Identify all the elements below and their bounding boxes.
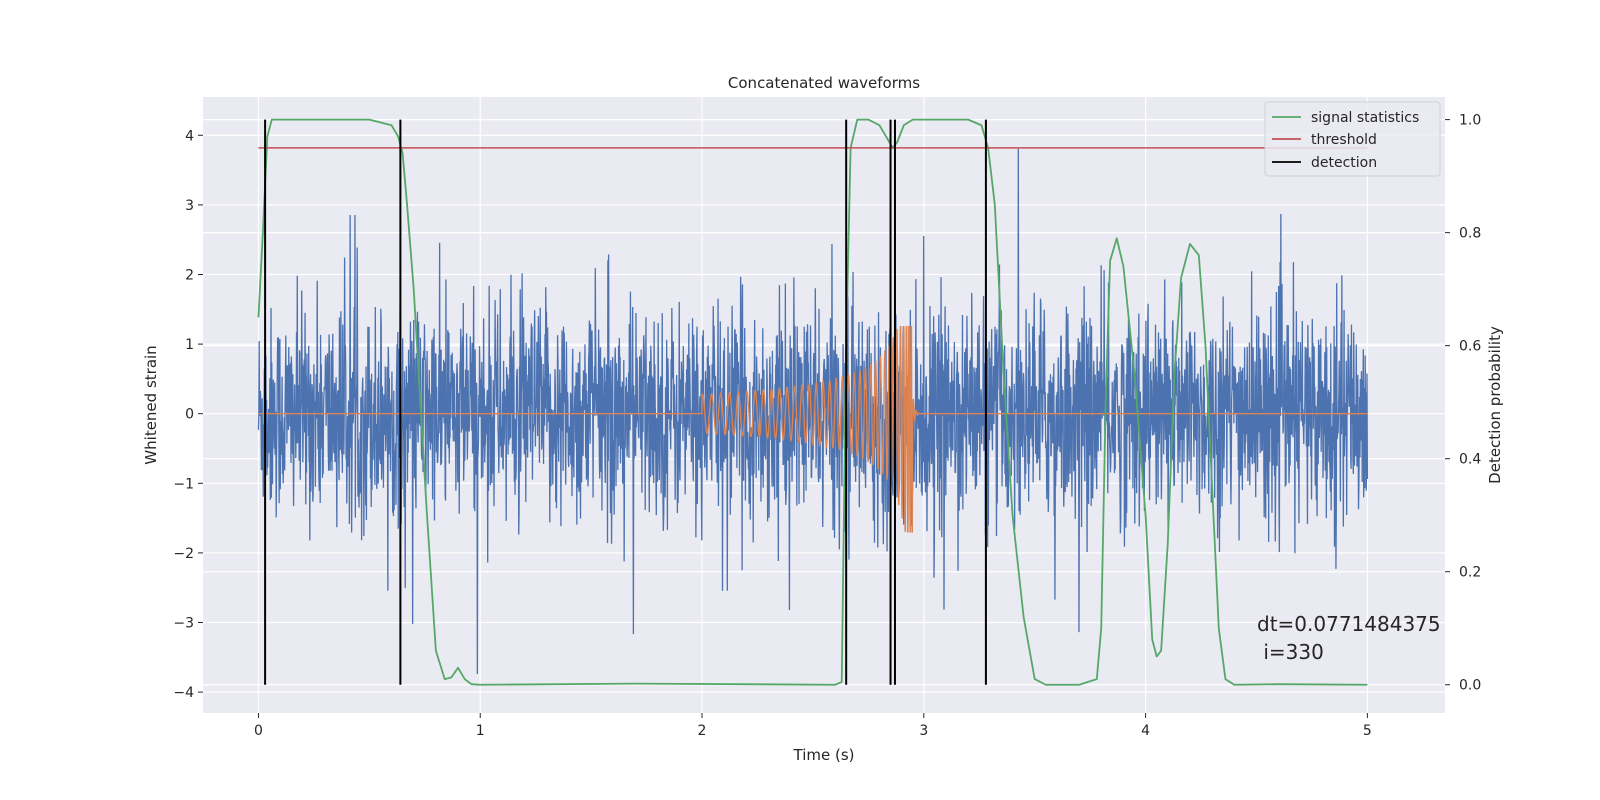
plot-content <box>257 118 1369 686</box>
legend-label-threshold: threshold <box>1311 132 1377 148</box>
chart-title: Concatenated waveforms <box>728 74 920 92</box>
x-tick-label: 2 <box>698 723 707 739</box>
template-line <box>258 326 1368 533</box>
axis-ticks: 0 1 2 3 4 5 −4 −3 −2 −1 0 1 2 3 4 0.0 0.2 0.4 0.6 0.8 1.0 <box>173 113 1481 739</box>
y-tick-label: 2 <box>185 267 194 283</box>
y2-tick-label: 1.0 <box>1459 113 1481 129</box>
signal-statistics-layer <box>257 118 1368 686</box>
x-tick-label: 3 <box>919 723 928 739</box>
legend-label-detection: detection <box>1311 155 1377 171</box>
x-tick-label: 1 <box>476 723 485 739</box>
y2-tick-label: 0.6 <box>1459 339 1481 355</box>
annotation-i: i=330 <box>1257 640 1324 664</box>
y2-tick-label: 0.2 <box>1459 565 1481 581</box>
strain-line <box>257 148 1369 675</box>
y-tick-label: 4 <box>185 128 194 144</box>
signal-statistics-line <box>257 118 1368 686</box>
y-tick-label: −4 <box>173 685 194 701</box>
y-axis-label: Whitened strain <box>142 345 160 464</box>
x-tick-label: 5 <box>1363 723 1372 739</box>
x-tick-label: 4 <box>1141 723 1150 739</box>
y-tick-label: 3 <box>185 198 194 214</box>
y2-tick-label: 0.8 <box>1459 226 1481 242</box>
y2-tick-label: 0.4 <box>1459 452 1481 468</box>
legend-label-signal-statistics: signal statistics <box>1311 110 1419 126</box>
template-waveform-series <box>258 326 1368 533</box>
legend-box <box>1264 101 1441 177</box>
y2-tick-label: 0.0 <box>1459 678 1481 694</box>
y-tick-label: −1 <box>173 476 194 492</box>
legend: signal statistics threshold detection <box>1264 101 1441 177</box>
y-tick-label: 1 <box>185 337 194 353</box>
detection-layer <box>264 119 987 685</box>
x-tick-label: 0 <box>254 723 263 739</box>
y-tick-label: 0 <box>185 407 194 423</box>
y-tick-label: −2 <box>173 546 194 562</box>
annotation-dt: dt=0.0771484375 <box>1257 612 1441 636</box>
y2-axis-label: Detection probability <box>1486 326 1504 484</box>
whitened-strain-series <box>257 148 1369 675</box>
x-axis-label: Time (s) <box>793 746 855 764</box>
y-tick-label: −3 <box>173 616 194 632</box>
